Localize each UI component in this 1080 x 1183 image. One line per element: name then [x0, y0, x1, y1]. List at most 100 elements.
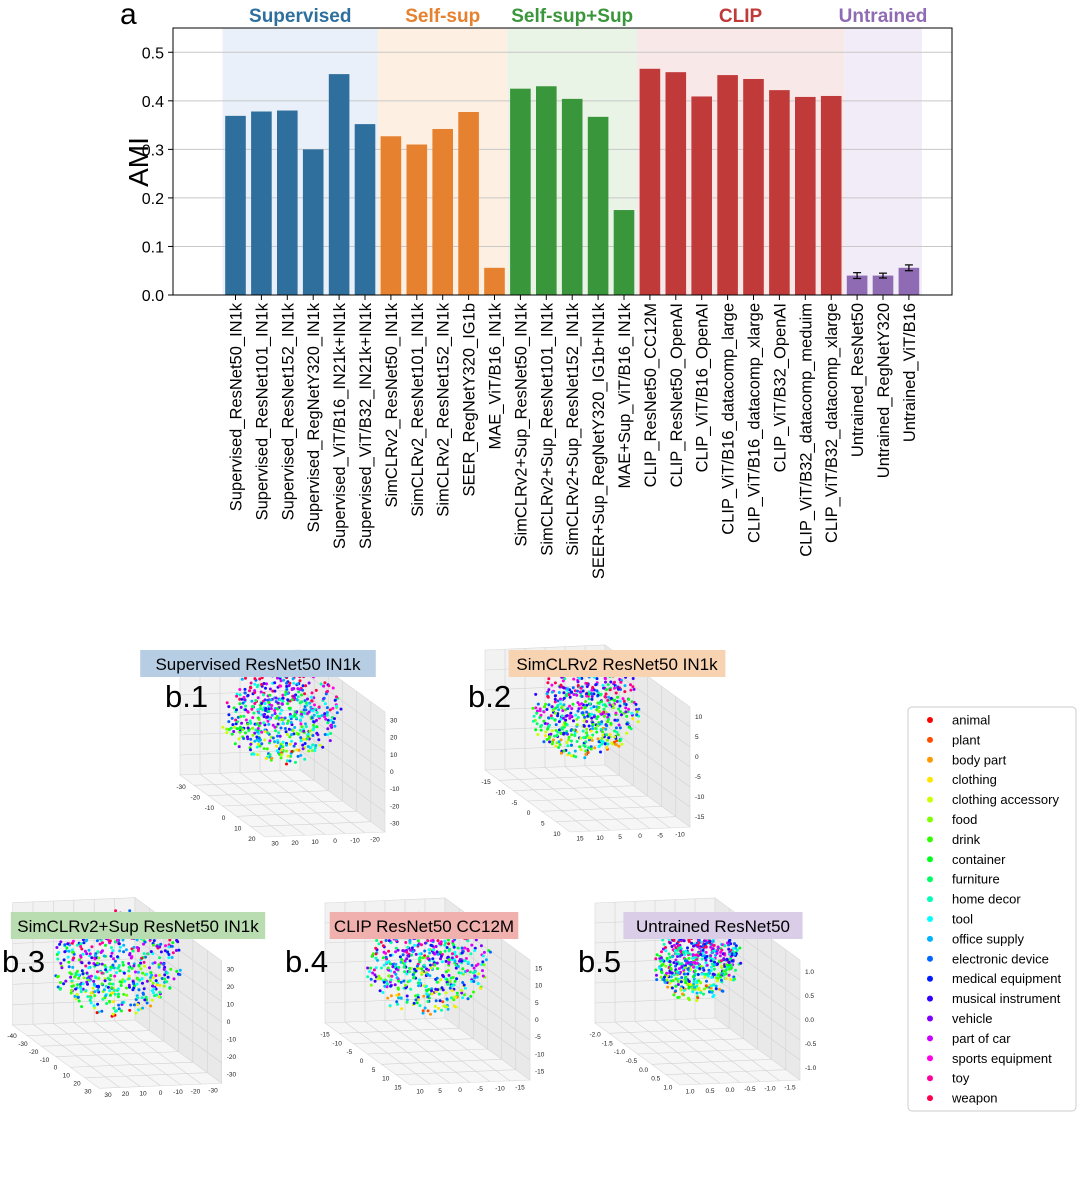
scatter-point [682, 988, 686, 992]
scatter-point [637, 707, 641, 711]
scatter-point [607, 695, 610, 699]
scatter-point [288, 759, 292, 763]
x-tick-3-5: -15 [515, 1084, 525, 1091]
scatter-point [305, 737, 309, 741]
scatter-point [590, 697, 594, 701]
scatter-point [313, 703, 316, 707]
scatter-point [136, 996, 140, 1000]
scatter-point [660, 950, 663, 954]
scatter-point [557, 746, 561, 749]
x-tick-2-6: -30 [208, 1088, 218, 1095]
scatter-point [140, 996, 144, 1000]
scatter-point [447, 961, 451, 965]
scatter-point [466, 969, 469, 973]
scatter-point [420, 971, 424, 975]
scatter-point [162, 984, 166, 988]
scatter-point [280, 708, 284, 712]
scatter-point [701, 951, 705, 954]
y-tick-4-5: 0.5 [651, 1076, 660, 1083]
scatter-point [472, 980, 476, 983]
scatter-point [382, 980, 386, 984]
scatter-point [585, 727, 589, 731]
scatter-point [550, 729, 554, 733]
bar-21 [769, 90, 790, 295]
scatter-point [610, 741, 614, 745]
scatter-point [171, 941, 175, 945]
scatter-point [592, 692, 596, 696]
scatter-point [80, 969, 84, 973]
scatter-point [394, 972, 398, 976]
scatter-point [166, 950, 170, 954]
scatter-point [422, 963, 426, 967]
x-tick-1-0: 15 [576, 836, 584, 843]
scatter-point [264, 707, 268, 710]
scatter-point [140, 956, 144, 960]
legend-marker-15 [927, 1015, 933, 1022]
scatter-point [436, 939, 440, 943]
x-tick-label-1: Supervised_ResNet101_IN1k [253, 302, 271, 520]
scatter-point [613, 680, 616, 684]
scatter-point [303, 699, 307, 703]
scatter-point [595, 730, 599, 734]
scatter-point [701, 948, 705, 952]
scatter-point [55, 946, 59, 949]
x-tick-4-2: 0.0 [725, 1087, 734, 1094]
scatter-point [439, 957, 442, 961]
scatter-point [572, 693, 576, 696]
scatter-point [76, 995, 80, 999]
scatter-point [588, 712, 591, 716]
scatter-point [303, 757, 307, 761]
y-tick-2-7: 30 [84, 1088, 92, 1095]
scatter-point [576, 684, 580, 687]
scatter-point [421, 956, 425, 960]
scatter-point [243, 698, 247, 702]
scatter-point [687, 940, 691, 944]
scatter-point [263, 698, 267, 702]
scatter-point [629, 688, 633, 692]
scatter-point [259, 690, 263, 694]
scatter-point [553, 681, 557, 685]
scatter-point [579, 748, 583, 752]
scatter-point [655, 978, 659, 982]
scatter-point [630, 711, 634, 715]
scatter-point [655, 953, 659, 957]
scatter-point [140, 977, 144, 981]
scatter-point [535, 722, 539, 726]
scatter-point [235, 694, 239, 698]
scatter-point [72, 956, 76, 960]
scatter-point [284, 749, 288, 753]
scatter-point [572, 677, 576, 681]
scatter-point [387, 939, 391, 943]
scatter-point [111, 963, 115, 967]
scatter-point [144, 955, 147, 959]
scatter-point [258, 677, 262, 681]
scatter-point [579, 736, 583, 740]
x-tick-4-1: 0.5 [705, 1088, 714, 1095]
z-tick-2-4: -10 [227, 1037, 237, 1044]
scatter-point [155, 993, 159, 997]
scatter-point [246, 722, 250, 726]
scatter-point [542, 719, 546, 723]
scatter-point [240, 697, 244, 701]
scatter-point [374, 966, 378, 970]
scatter-point [702, 987, 706, 991]
scatter-point [301, 747, 305, 751]
scatter-point [423, 941, 427, 945]
scatter-point [296, 695, 300, 699]
scatter-point [312, 725, 316, 729]
scatter-point [602, 710, 606, 714]
scatter-point [292, 744, 296, 748]
scatter-point [279, 726, 283, 730]
scatter-point [692, 979, 696, 983]
scatter-point [613, 699, 617, 703]
scatter-point [703, 942, 707, 946]
scatter-point [385, 961, 389, 965]
scatter-point [709, 959, 713, 963]
scatter-point [463, 993, 466, 997]
scatter-point [294, 716, 298, 720]
scatter-point [335, 704, 338, 708]
scatter-point [460, 971, 463, 975]
scatter-title-2: SimCLRv2+Sup ResNet50 IN1k [17, 917, 259, 936]
scatter-point [559, 751, 563, 755]
scatter-point [433, 1009, 437, 1013]
